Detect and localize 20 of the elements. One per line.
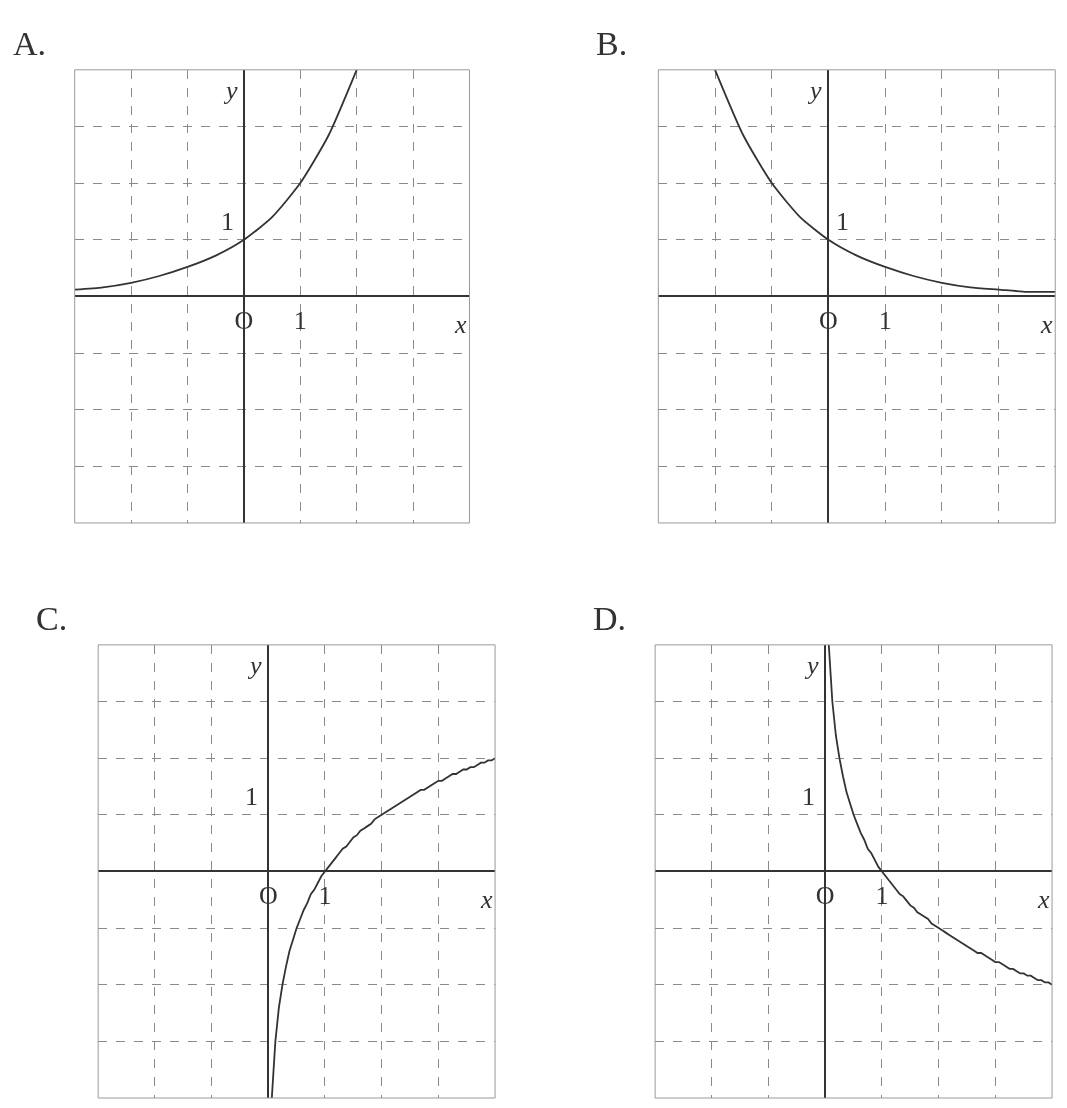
x-tick-label: 1: [293, 305, 307, 335]
y-axis-title: y: [247, 651, 262, 680]
x-tick-label: 1: [875, 880, 889, 910]
x-tick-label: 1: [878, 305, 892, 335]
x-axis-title: x: [1037, 885, 1050, 914]
annotation: 1: [836, 207, 849, 236]
annotation: 1: [245, 782, 258, 811]
chart-title: D.: [593, 600, 627, 637]
chart-title: B.: [596, 25, 628, 62]
x-axis-title: x: [480, 885, 493, 914]
y-axis-title: y: [804, 651, 819, 680]
x-axis-title: x: [454, 310, 467, 339]
x-tick-label: 1: [318, 880, 332, 910]
annotation: 1: [802, 782, 815, 811]
chart-title: A.: [13, 25, 47, 62]
x-axis-title: x: [1040, 310, 1053, 339]
y-axis-title: y: [807, 76, 822, 105]
chart-title: C.: [36, 600, 68, 637]
y-axis-title: y: [223, 76, 238, 105]
annotation: 1: [221, 207, 234, 236]
